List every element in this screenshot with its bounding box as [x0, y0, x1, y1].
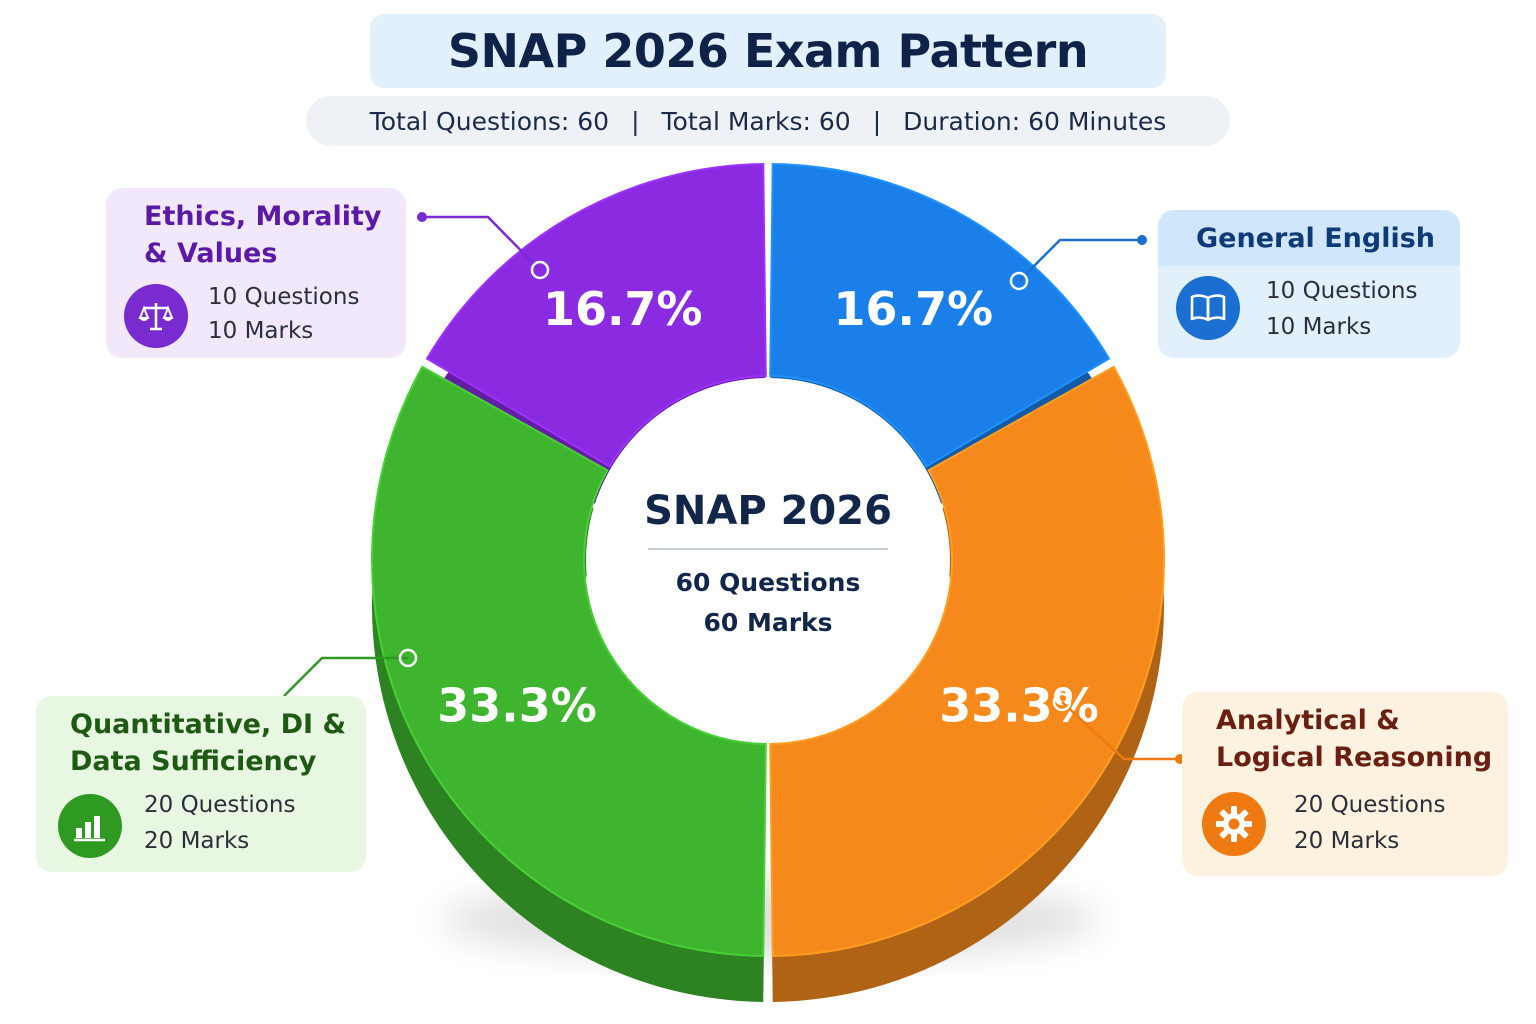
center-marks: 60 Marks	[703, 608, 832, 637]
slice-english	[769, 163, 1111, 468]
duration: Duration: 60 Minutes	[903, 106, 1167, 136]
card-english: General English 10 Questions 10 Marks	[1158, 210, 1460, 358]
percent-label-english: 16.7%	[833, 282, 993, 336]
gear-icon	[1202, 792, 1266, 856]
total-marks: Total Marks: 60	[661, 106, 851, 136]
slice-analytical	[769, 365, 1165, 957]
ethics-label-line2: & Values	[144, 238, 278, 269]
analytical-questions: 20 Questions	[1294, 792, 1446, 818]
card-analytical: Analytical & Logical Reasoning 20 Questi…	[1182, 692, 1508, 876]
title-banner: SNAP 2026 Exam Pattern	[370, 14, 1166, 88]
connector-dot	[1009, 271, 1029, 291]
ethics-questions: 10 Questions	[208, 284, 360, 310]
quant-marks: 20 Marks	[144, 828, 250, 854]
separator: |	[872, 106, 882, 136]
percent-label-analytical: 33.3%	[939, 678, 1099, 732]
donut-slices	[371, 163, 1165, 957]
card-quant: Quantitative, DI & Data Sufficiency 20 Q…	[36, 696, 366, 872]
connector-quant	[283, 656, 408, 697]
english-label: General English	[1196, 223, 1435, 254]
slice-quant	[371, 365, 767, 957]
connector-dot	[1052, 692, 1072, 712]
quant-label-line2: Data Sufficiency	[70, 746, 317, 777]
quant-questions: 20 Questions	[144, 792, 296, 818]
page-title: SNAP 2026 Exam Pattern	[447, 24, 1089, 78]
analytical-label-line2: Logical Reasoning	[1216, 742, 1493, 773]
card-ethics: Ethics, Morality & Values 10 Questions 1…	[106, 188, 406, 358]
quant-label-line1: Quantitative, DI &	[70, 709, 347, 740]
analytical-marks: 20 Marks	[1294, 828, 1400, 854]
english-marks: 10 Marks	[1266, 314, 1372, 340]
connector-analytical	[1061, 701, 1180, 761]
connector-dot	[530, 260, 550, 280]
scales-icon	[124, 284, 188, 348]
analytical-label-line1: Analytical &	[1216, 705, 1400, 736]
total-questions: Total Questions: 60	[369, 106, 610, 136]
center-title: SNAP 2026	[644, 488, 892, 534]
percent-label-ethics: 16.7%	[543, 282, 703, 336]
summary-bar: Total Questions: 60 | Total Marks: 60 | …	[306, 96, 1230, 146]
separator: |	[631, 106, 640, 136]
ethics-marks: 10 Marks	[208, 318, 314, 344]
percent-label-quant: 33.3%	[437, 678, 597, 732]
connector-lines	[283, 212, 1185, 764]
english-questions: 10 Questions	[1266, 278, 1418, 304]
connector-ethics	[422, 215, 541, 271]
connector-dot	[1137, 235, 1147, 245]
english-header-band	[1158, 210, 1460, 266]
center-questions: 60 Questions	[676, 568, 861, 597]
donut-labels: 16.7% 33.3% 33.3% 16.7%	[437, 282, 1099, 732]
bar-chart-icon	[58, 794, 122, 858]
connector-english	[1018, 238, 1142, 282]
donut-hole	[586, 378, 950, 742]
connector-dot	[398, 648, 418, 668]
slice-ethics	[425, 163, 767, 468]
connector-dot	[417, 212, 427, 222]
ethics-label-line1: Ethics, Morality	[144, 201, 382, 232]
book-icon	[1176, 276, 1240, 340]
